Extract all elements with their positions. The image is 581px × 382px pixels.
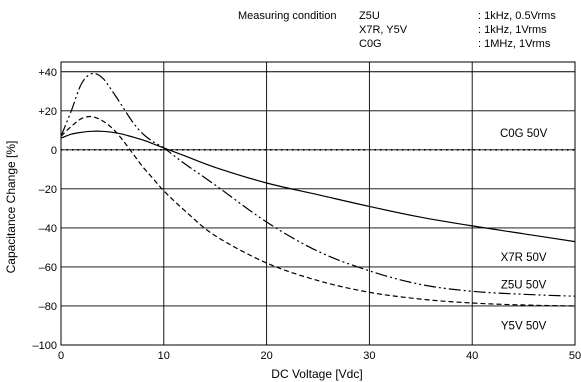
y-axis-label: Capacitance Change [%] <box>4 141 18 274</box>
y-tick-label: –100 <box>33 340 57 352</box>
condition-title: Measuring condition <box>238 10 336 22</box>
series-label: X7R 50V <box>501 252 547 264</box>
y-tick-label: +40 <box>38 67 57 79</box>
x-tick-label: 40 <box>466 350 478 362</box>
series-labels: C0G 50V X7R 50V Z5U 50V Y5V 50V <box>500 128 548 332</box>
x-axis-label: DC Voltage [Vdc] <box>271 367 362 381</box>
y-tick-label: +20 <box>38 106 57 118</box>
series-label: C0G 50V <box>500 128 548 140</box>
x-tick-label: 30 <box>363 350 375 362</box>
series-lines <box>60 72 576 307</box>
y-tick-label: –40 <box>39 223 57 235</box>
x-tick-label: 10 <box>158 350 170 362</box>
condition-value-c0g: : 1MHz, 1Vrms <box>478 38 551 50</box>
condition-value-x7r-y5v: : 1kHz, 1Vrms <box>478 24 547 36</box>
x-tick-label: 0 <box>58 350 64 362</box>
y-tick-label: –60 <box>39 262 57 274</box>
condition-value-z5u: : 1kHz, 0.5Vrms <box>478 10 556 22</box>
y-tick-label: –20 <box>39 184 57 196</box>
series-label: Z5U 50V <box>501 279 547 291</box>
grid <box>61 62 575 345</box>
series-line-x7r-50v <box>60 130 576 243</box>
condition-type-x7r-y5v: X7R, Y5V <box>359 24 408 36</box>
series-line-z5u-50v <box>60 72 576 297</box>
measuring-condition: Measuring condition Z5U : 1kHz, 0.5Vrms … <box>238 10 556 50</box>
x-tick-labels: 0 10 20 30 40 50 <box>58 350 581 362</box>
plot-frame <box>60 61 576 346</box>
condition-type-c0g: C0G <box>359 38 382 50</box>
x-tick-label: 20 <box>260 350 272 362</box>
y-tick-labels: +40 +20 0 –20 –40 –60 –80 –100 <box>33 67 57 352</box>
y-tick-label: –80 <box>39 301 57 313</box>
condition-type-z5u: Z5U <box>359 10 380 22</box>
series-label: Y5V 50V <box>501 320 547 332</box>
x-tick-label: 50 <box>569 350 581 362</box>
series-line-y5v-50v <box>60 115 576 307</box>
y-tick-label: 0 <box>51 145 57 157</box>
